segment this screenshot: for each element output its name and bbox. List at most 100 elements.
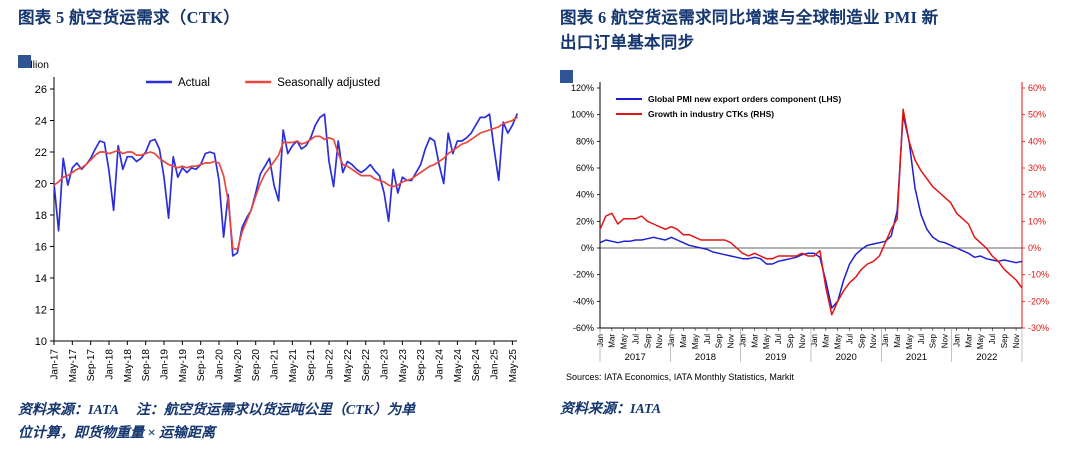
svg-text:Jan: Jan [667,334,676,347]
svg-text:0%: 0% [1028,243,1041,253]
svg-text:Jan: Jan [810,334,819,347]
svg-text:May-23: May-23 [398,348,409,382]
svg-text:10: 10 [35,336,47,348]
figure-5-title-text: 图表 5 航空货运需求（CTK） [18,8,241,27]
svg-text:22: 22 [35,147,47,159]
svg-text:10%: 10% [1028,216,1046,226]
svg-text:May: May [691,334,700,349]
svg-text:16: 16 [35,241,47,253]
corner-marker [560,69,573,83]
svg-text:Sep-18: Sep-18 [141,348,152,381]
svg-text:Jan: Jan [738,334,747,347]
svg-text:Jan: Jan [952,334,961,347]
svg-text:Sep: Sep [786,333,795,348]
svg-text:40%: 40% [576,189,594,199]
svg-text:Sep-23: Sep-23 [416,348,427,381]
svg-text:May-20: May-20 [233,348,244,382]
svg-text:Mar: Mar [822,333,831,347]
svg-text:Jul: Jul [631,333,640,343]
svg-text:May-17: May-17 [68,348,79,382]
figure-5-chart-box: Billion 10 12 14 16 18 20 22 24 26 Jan-17 May-17 Sep… [18,54,532,389]
svg-text:Sep-21: Sep-21 [306,348,317,381]
svg-text:20%: 20% [576,216,594,226]
svg-text:Nov: Nov [655,334,664,348]
svg-text:60%: 60% [576,163,594,173]
svg-text:May-24: May-24 [453,348,464,382]
svg-text:40%: 40% [1028,136,1046,146]
svg-text:Jan-20: Jan-20 [215,348,226,379]
svg-text:Sep-17: Sep-17 [86,348,97,381]
svg-text:Jul: Jul [774,333,783,343]
figure-5-panel: 图表 5 航空货运需求（CTK） Billion 10 12 14 16 18 20 22 24… [18,6,532,445]
svg-text:-20%: -20% [573,269,594,279]
svg-text:Sep-22: Sep-22 [361,348,372,381]
figure-5-title: 图表 5 航空货运需求（CTK） [18,6,532,31]
svg-text:Jan-21: Jan-21 [270,348,281,379]
svg-text:2018: 2018 [695,352,716,363]
svg-text:60%: 60% [1028,83,1046,93]
pmi-ctk-line-chart: 120% 100% 80% 60% 40% 20% 0% -20% -40% -60% 60% 50%… [566,81,1049,382]
svg-text:12: 12 [35,304,47,316]
svg-text:Sep: Sep [715,333,724,348]
svg-text:Jan-17: Jan-17 [50,348,61,379]
svg-text:Jan: Jan [881,334,890,347]
svg-text:80%: 80% [576,136,594,146]
svg-text:May-25: May-25 [508,348,519,382]
svg-text:May: May [905,334,914,349]
svg-text:20%: 20% [1028,189,1046,199]
figure-6-panel: 图表 6 航空货运需求同比增速与全球制造业 PMI 新 出口订单基本同步 120… [560,6,1070,421]
svg-text:Growth in industry CTKs (RHS): Growth in industry CTKs (RHS) [648,109,774,119]
figure-6-chart-box: 120% 100% 80% 60% 40% 20% 0% -20% -40% -60% 60% 50%… [560,69,1070,388]
svg-text:Nov: Nov [727,334,736,348]
figure-6-title-line1: 图表 6 航空货运需求同比增速与全球制造业 PMI 新 [560,8,939,27]
svg-text:-60%: -60% [573,323,594,333]
svg-text:26: 26 [35,84,47,96]
svg-text:Jan-25: Jan-25 [490,348,501,379]
svg-text:-30%: -30% [1028,323,1049,333]
svg-text:May-21: May-21 [288,348,299,382]
svg-text:20: 20 [35,178,47,190]
svg-text:May: May [834,334,843,349]
svg-text:May-18: May-18 [123,348,134,382]
svg-text:Jul: Jul [917,333,926,343]
svg-text:Nov: Nov [1012,334,1021,348]
figure-5-note-line2: 位计算，即货物重量 × 运输距离 [18,425,215,441]
svg-text:Jul: Jul [703,333,712,343]
svg-text:Mar: Mar [893,333,902,347]
svg-text:Sep-24: Sep-24 [471,348,482,381]
svg-text:May: May [762,334,771,349]
svg-text:Nov: Nov [941,334,950,348]
figure-6-title-line2: 出口订单基本同步 [560,32,695,52]
svg-text:Nov: Nov [869,334,878,348]
svg-text:Jan-18: Jan-18 [105,348,116,379]
svg-text:Jan-23: Jan-23 [380,348,391,379]
svg-text:May-22: May-22 [343,348,354,382]
svg-text:Sep: Sep [929,333,938,348]
figure-6-source-note: 资料来源：IATA [560,398,1070,421]
svg-text:Mar: Mar [750,333,759,347]
svg-text:Jul: Jul [845,333,854,343]
svg-text:-20%: -20% [1028,296,1049,306]
svg-text:Jan-22: Jan-22 [325,348,336,379]
svg-text:Jan-19: Jan-19 [160,348,171,379]
svg-text:Jul: Jul [988,333,997,343]
svg-text:Mar: Mar [964,333,973,347]
svg-text:2019: 2019 [765,352,786,363]
svg-text:May-19: May-19 [178,348,189,382]
figure-6-note-line1: 资料来源：IATA [560,401,662,417]
svg-text:2017: 2017 [625,352,646,363]
svg-text:Seasonally adjusted: Seasonally adjusted [277,77,380,89]
figure-5-source-note: 资料来源：IATA 注：航空货运需求以货运吨公里（CTK）为单 位计算，即货物重… [18,399,532,445]
svg-text:Mar: Mar [608,333,617,347]
svg-text:Global PMI new export orders c: Global PMI new export orders component (… [648,94,841,104]
svg-text:2022: 2022 [976,352,997,363]
svg-text:24: 24 [35,115,47,127]
figure-6-title: 图表 6 航空货运需求同比增速与全球制造业 PMI 新 出口订单基本同步 [560,6,1070,56]
svg-text:Sep: Sep [643,333,652,348]
svg-text:2021: 2021 [906,352,927,363]
svg-text:120%: 120% [571,83,594,93]
svg-text:Mar: Mar [679,333,688,347]
svg-text:0%: 0% [581,243,594,253]
